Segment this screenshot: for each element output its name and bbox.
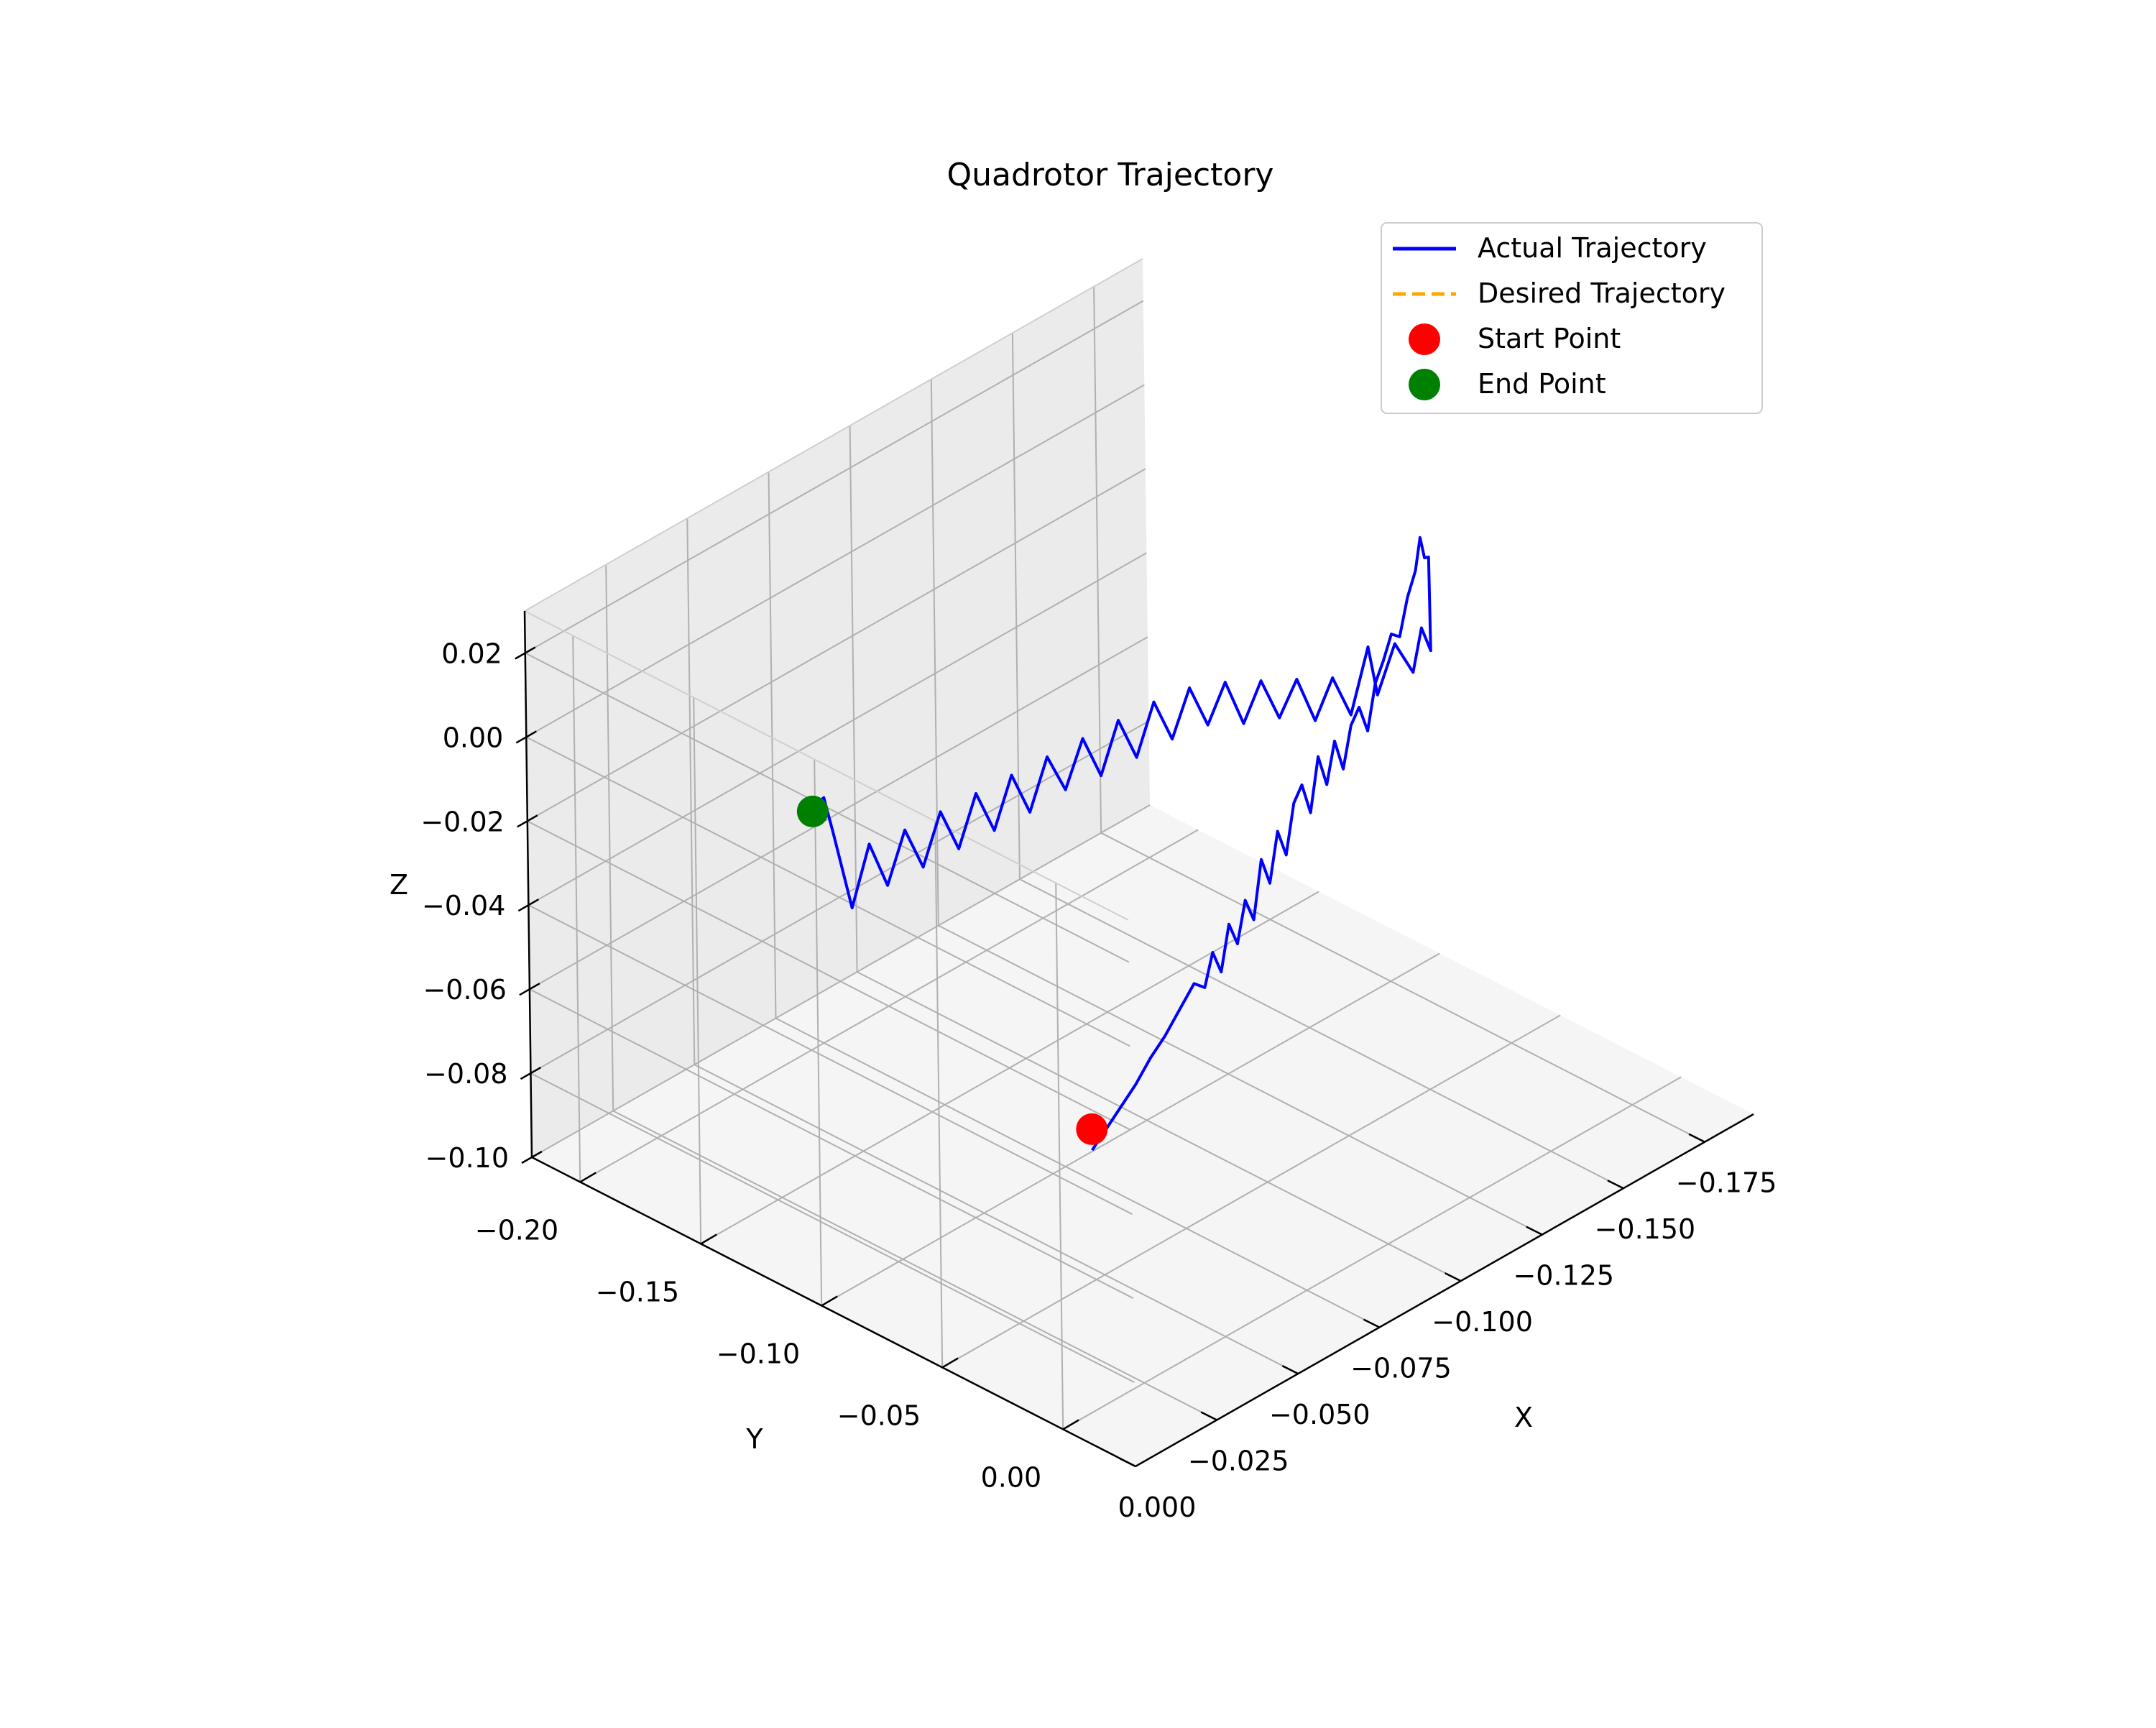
start-point-marker [1076,1113,1108,1145]
pane-floor [532,805,1754,1466]
x-tick-label: 0.000 [1118,1492,1197,1523]
z-tick-label: −0.06 [423,974,506,1006]
legend: Actual Trajectory Desired Trajectory Sta… [1381,222,1763,414]
end-point-marker [796,795,829,827]
gridline-z-left [525,736,1130,1047]
gridline-z-left [528,904,1133,1215]
z-tick-label: −0.04 [422,890,505,922]
chart-title: Quadrotor Trajectory [947,157,1274,193]
z-tick-label: −0.08 [424,1058,507,1090]
gridline-y-wall [934,821,944,1368]
gridline-z-right [527,468,1146,822]
x-tick-label: −0.175 [1676,1167,1777,1199]
legend-start-marker [1409,323,1440,355]
x-tick [1281,1364,1299,1375]
x-tick-label: −0.075 [1350,1353,1452,1384]
trajectory-line [811,536,1432,1152]
y-tick [579,1172,596,1183]
z-tick [519,983,540,996]
gridline-x-floor [938,924,1543,1236]
legend-actual-label: Actual Trajectory [1478,232,1707,264]
y-axis-line [531,1156,1136,1468]
gridline-y-wall [693,697,702,1244]
z-tick [520,1067,542,1080]
gridline-y-wall [1055,883,1064,1430]
gridline-x-wall [768,472,777,1019]
gridline-x-floor [857,971,1462,1282]
legend-box [1381,222,1763,414]
y-axis-label: Y [745,1423,763,1455]
x-axis-line [1135,1113,1754,1468]
data-layer [796,536,1432,1152]
pane-right [525,259,1150,1157]
x-tick [1607,1180,1624,1190]
z-tick [515,730,537,744]
z-axis-line [523,610,533,1158]
pane-edge [524,610,1129,921]
y-tick [1062,1419,1079,1430]
gridline-y-floor [1062,1076,1682,1430]
gridline-x-floor [1100,832,1705,1143]
z-tick-label: −0.10 [425,1142,509,1174]
x-tick [1688,1133,1705,1143]
x-tick-label: −0.150 [1595,1213,1696,1245]
pane-edge [524,258,1143,612]
gridline-z-right [525,300,1144,654]
gridline-z-right [525,384,1145,738]
z-tick [521,1150,543,1164]
y-tick [941,1357,959,1369]
x-tick [1200,1411,1217,1421]
x-axis-label: X [1514,1402,1533,1433]
legend-desired-label: Desired Trajectory [1478,277,1726,309]
gridline-x-floor [1019,878,1624,1190]
z-tick [517,899,540,912]
y-tick-label: −0.10 [717,1338,800,1369]
x-tick [1445,1272,1462,1282]
legend-start-label: Start Point [1478,323,1621,354]
z-tick [515,646,536,660]
gridline-z-left [530,1072,1135,1383]
x-tick-label: −0.125 [1513,1260,1614,1292]
gridline-x-wall [605,564,614,1111]
gridline-x-wall [686,518,696,1065]
gridline-x-floor [694,1064,1299,1374]
z-tick [517,814,538,828]
gridline-x-wall [930,379,939,926]
gridline-y-floor [941,1014,1561,1369]
x-tick [1526,1226,1543,1236]
gridline-y-wall [572,635,581,1182]
gridline-z-right [528,552,1147,906]
x-tick [1363,1318,1381,1328]
x-tick [1119,1457,1136,1468]
y-tick [821,1295,838,1307]
legend-end-label: End Point [1478,368,1606,400]
gridline-x-wall [1093,286,1102,833]
gridline-x-wall [849,426,858,973]
legend-end-marker [1409,369,1440,400]
gridline-z-left [529,988,1134,1300]
z-axis-label: Z [390,869,408,901]
y-tick-label: 0.00 [981,1461,1042,1493]
gridline-y-wall [814,759,823,1306]
y-tick-label: −0.20 [475,1214,558,1246]
x-tick-label: −0.050 [1269,1399,1370,1430]
x-tick-label: −0.100 [1432,1306,1533,1338]
z-tick-label: 0.00 [443,722,504,753]
y-tick [700,1233,717,1245]
gridline-x-floor [612,1110,1217,1421]
x-tick-label: −0.025 [1188,1446,1289,1477]
gridline-x-floor [775,1017,1380,1328]
axes-3d: 0.000 −0.025 −0.050 −0.075 −0.100 −0.125 −0.15… [390,258,1777,1523]
z-tick-label: 0.02 [441,638,502,670]
z-tick-label: −0.02 [420,806,504,837]
y-tick-label: −0.05 [837,1400,921,1431]
y-tick-label: −0.15 [596,1276,679,1308]
gridline-z-left [527,820,1132,1131]
